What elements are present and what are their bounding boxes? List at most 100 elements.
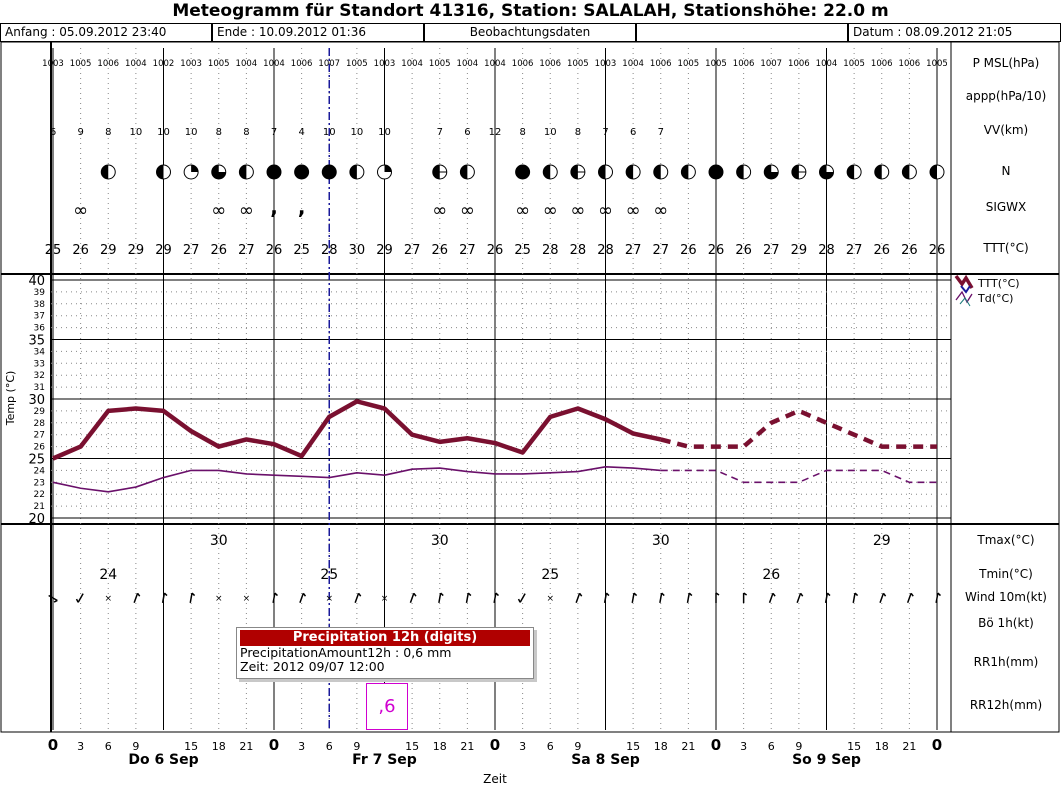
cloud-cover-symbol xyxy=(100,164,116,180)
cloud-cover-symbol xyxy=(349,164,365,180)
ttt-value: 26 xyxy=(210,243,227,258)
wind-barb-shaft xyxy=(575,593,581,603)
cloud-cover-symbol xyxy=(294,164,310,180)
vv-value: 8 xyxy=(105,127,111,138)
row-label-tmin: Tmin(°C) xyxy=(978,567,1033,581)
wind-barb xyxy=(715,592,720,603)
cloud-cover-fill xyxy=(598,165,606,179)
pmsl-value: 1006 xyxy=(733,59,755,69)
ttt-value: 28 xyxy=(597,243,614,258)
precipitation-value[interactable]: ,6 xyxy=(366,683,408,730)
cloud-cover-fill xyxy=(874,165,882,179)
wind-barb-shaft xyxy=(189,592,193,604)
vv-value: 8 xyxy=(519,127,525,138)
cloud-cover-symbol xyxy=(736,164,752,180)
wind-barb-flag xyxy=(163,592,168,597)
wind-barb-shaft xyxy=(133,593,139,603)
pmsl-value: 1004 xyxy=(457,59,479,69)
ttt-value: 27 xyxy=(404,243,421,258)
cloud-cover-symbol xyxy=(459,164,475,180)
temp-tick-label: 33 xyxy=(34,359,45,369)
x-axis-label: Zeit xyxy=(483,772,507,786)
temp-tick-label: 39 xyxy=(34,288,46,298)
wind-barb-shaft xyxy=(272,592,276,604)
wind-barb-flag xyxy=(302,592,307,597)
pmsl-value: 1003 xyxy=(595,59,617,69)
row-label-ttt: TTT(°C) xyxy=(982,241,1028,255)
temp-tick-label: 20 xyxy=(28,512,45,527)
vv-value: 7 xyxy=(437,127,443,138)
marks: × × × × × × xyxy=(48,164,945,604)
temp-tick-label: 37 xyxy=(34,312,45,322)
temp-tick-label: 24 xyxy=(34,466,46,476)
cloud-cover-fill xyxy=(156,165,164,179)
vv-value: 7 xyxy=(271,127,277,138)
x-tick-label: 15 xyxy=(405,740,419,753)
day-label: Sa 8 Sep xyxy=(571,752,640,768)
wind-barb xyxy=(438,592,444,604)
day-label: So 9 Sep xyxy=(792,752,861,768)
wind-barb-flag xyxy=(826,592,831,597)
cloud-cover-symbol xyxy=(708,164,724,180)
ttt-value: 28 xyxy=(542,243,559,258)
pmsl-value: 1006 xyxy=(539,59,561,69)
row-label-appp: appp(hPa/10) xyxy=(966,89,1047,103)
ttt-value: 25 xyxy=(293,243,310,258)
pmsl-value: 1004 xyxy=(125,59,147,69)
cloud-cover-fill xyxy=(211,165,226,180)
cloud-cover-fill xyxy=(736,165,744,179)
wind-barb-flag xyxy=(772,592,776,597)
wind-barb xyxy=(299,592,307,603)
td-legend-accent xyxy=(959,297,971,307)
wind-barb-shaft xyxy=(906,593,912,603)
vv-value: 10 xyxy=(378,127,391,138)
wind-barb xyxy=(935,592,941,604)
ttt-value: 29 xyxy=(100,243,117,258)
pmsl-value: 1005 xyxy=(926,59,948,69)
vv-value: 6 xyxy=(630,127,636,138)
wind-barb xyxy=(75,593,84,603)
wind-barb-shaft xyxy=(299,593,305,603)
pmsl-value: 1005 xyxy=(346,59,368,69)
cloud-cover-symbol xyxy=(791,164,807,180)
vv-value: 8 xyxy=(216,127,222,138)
ttt-legend-swatch xyxy=(954,274,974,289)
pmsl-value: 1007 xyxy=(318,59,340,69)
cloud-cover-fill xyxy=(681,165,689,179)
x-tick-label: 0 xyxy=(48,736,58,754)
ttt-value: 26 xyxy=(431,243,448,258)
cloud-cover-fill xyxy=(349,165,357,179)
temp-tick-label: 25 xyxy=(28,453,45,468)
cloud-cover-fill xyxy=(709,165,723,179)
ttt-value: 26 xyxy=(708,243,725,258)
ttt-value: 28 xyxy=(321,243,338,258)
wind-barb-shaft xyxy=(659,592,663,604)
wind-barb-shaft xyxy=(438,592,442,604)
wind-barb-flag xyxy=(136,592,141,597)
ttt-value: 29 xyxy=(791,243,808,258)
wind-barb-flag xyxy=(357,592,362,597)
day-label: Fr 7 Sep xyxy=(352,752,417,768)
vv-value: 10 xyxy=(130,127,143,138)
cloud-cover-symbol xyxy=(874,164,890,180)
td-legend-swatch xyxy=(955,290,973,304)
ttt-value: 26 xyxy=(929,243,946,258)
wind-barb-flag xyxy=(517,598,521,603)
ttt-value: 27 xyxy=(625,243,642,258)
wind-barb-flag xyxy=(633,592,638,597)
td-legend-label: Td(°C) xyxy=(977,292,1013,305)
vv-value: 10 xyxy=(185,127,198,138)
x-tick-label: 0 xyxy=(490,736,500,754)
cloud-cover-symbol xyxy=(901,164,917,180)
wind-barb xyxy=(354,592,362,603)
wind-barb-shaft xyxy=(768,593,774,603)
temp-tick-label: 29 xyxy=(34,407,46,417)
wind-barb xyxy=(742,592,748,603)
sigwx-haze: ∞ xyxy=(626,200,641,221)
outer-frame xyxy=(0,41,1060,733)
wind-barb xyxy=(631,592,638,604)
wind-barb-flag xyxy=(715,592,720,596)
cloud-cover-symbol xyxy=(542,164,558,180)
x-tick-label: 21 xyxy=(902,740,916,753)
ttt-value: 26 xyxy=(680,243,697,258)
